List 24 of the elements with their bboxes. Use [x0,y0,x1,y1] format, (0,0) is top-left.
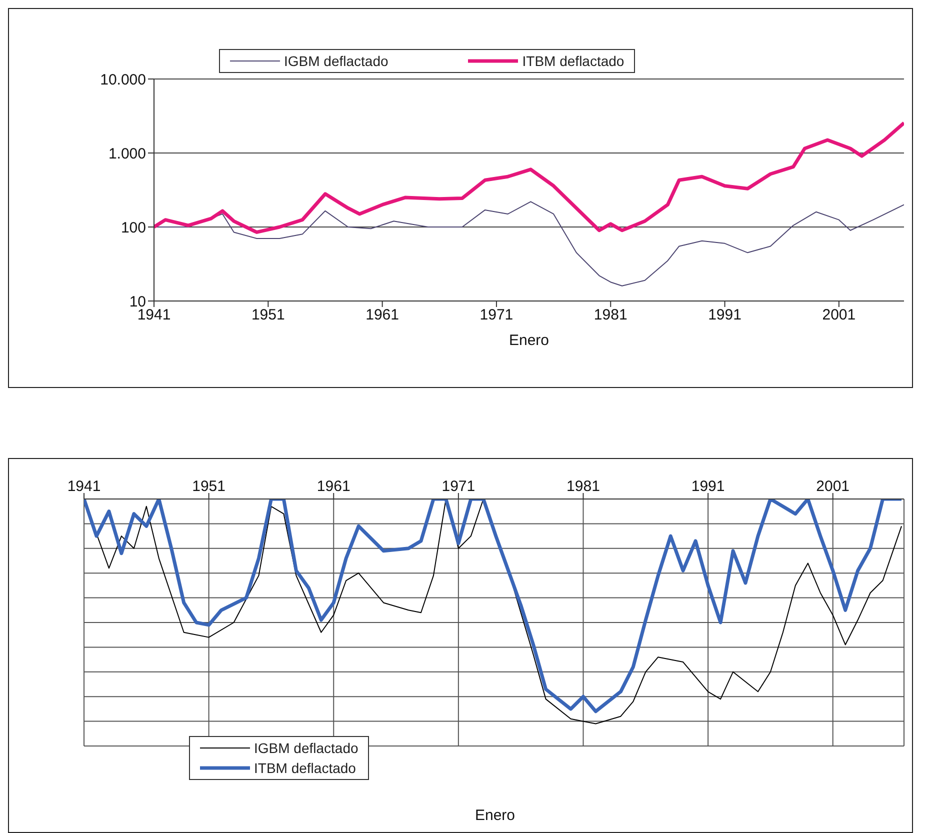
legend-label: IGBM deflactado [254,740,358,756]
line-series [154,121,904,234]
y-tick-label: 100 [120,219,146,236]
x-tick-label: 1961 [316,478,350,495]
legend-label: ITBM deflactado [522,53,624,69]
y-tick-label: 10.000 [100,71,146,88]
x-tick-label: 1991 [708,306,742,324]
x-tick-label: 2001 [816,478,850,495]
x-tick-label: 1951 [251,306,285,324]
x-axis-title: Enero [508,332,550,349]
x-tick-label: 1981 [566,478,600,495]
x-tick-label: 1971 [480,306,514,324]
x-tick-label: 1991 [691,478,725,495]
x-tick-label: 1971 [442,478,476,495]
line-series [154,201,904,286]
legend-label: IGBM deflactado [284,53,388,69]
legend-label: ITBM deflactado [254,760,356,776]
x-tick-label: 1961 [366,306,399,324]
y-tick-label: 1.000 [108,145,146,162]
x-tick-label: 1951 [192,478,226,495]
x-tick-label: 2001 [822,306,856,324]
x-axis-title: Enero [474,807,516,824]
x-tick-label: 1981 [594,306,628,324]
x-tick-label: 1941 [67,478,101,495]
